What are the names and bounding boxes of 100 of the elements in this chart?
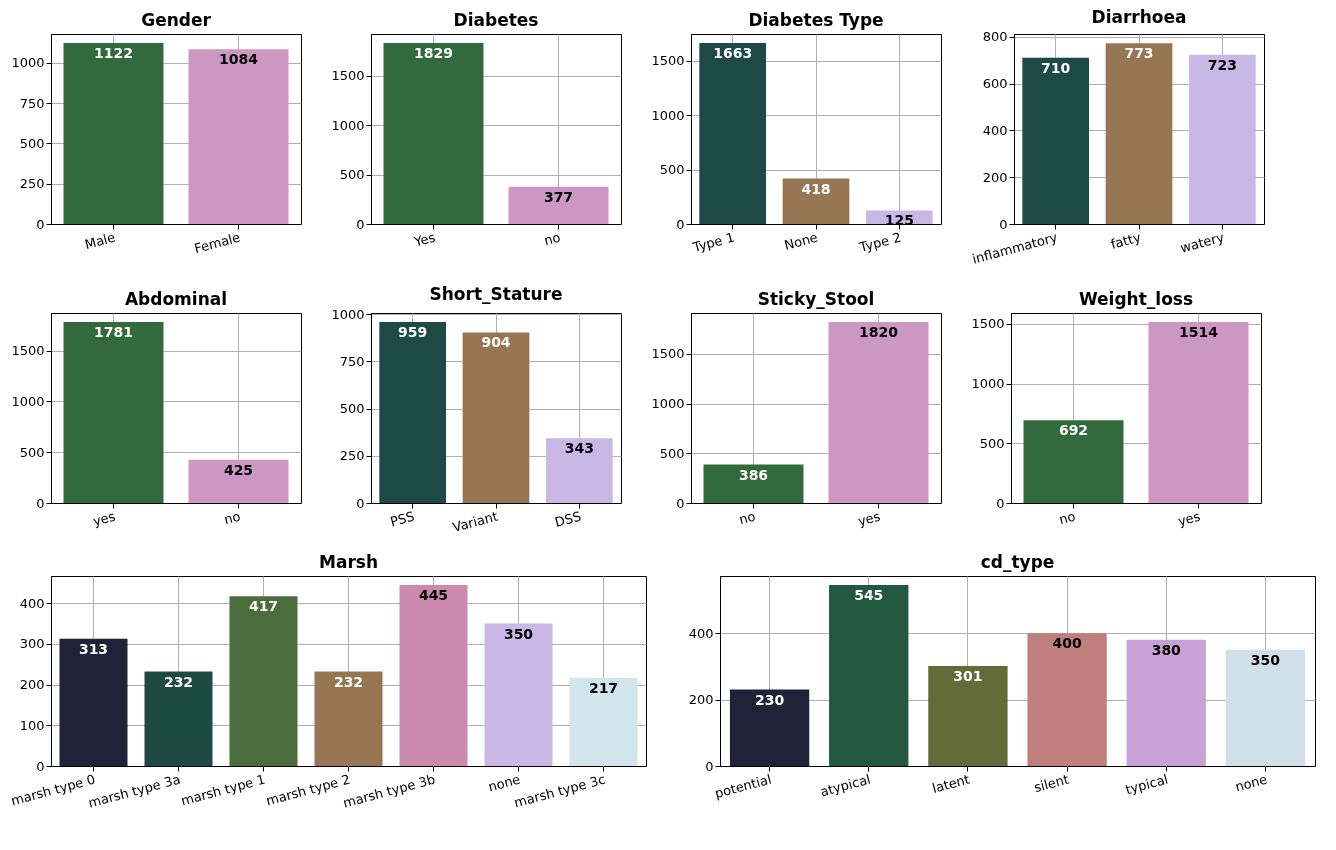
y-tick-label: 1000 — [331, 117, 365, 133]
data-label: 350 — [1250, 651, 1281, 668]
y-tick-label: 300 — [19, 636, 45, 652]
bar — [1126, 639, 1206, 766]
data-label: 1829 — [414, 45, 453, 62]
x-tick-label: Type 2 — [857, 229, 903, 256]
bar — [546, 438, 613, 503]
y-tick-label: 200 — [19, 677, 45, 693]
x-tick-label: none — [486, 771, 522, 795]
x-tick-label: yes — [91, 508, 118, 529]
y-tick-label: 750 — [19, 95, 45, 111]
x-tick-label: atypical — [818, 771, 873, 800]
chart-title: Abdominal — [124, 289, 228, 309]
bar — [314, 671, 383, 766]
data-label: 313 — [78, 640, 109, 657]
y-tick-label: 0 — [356, 495, 365, 511]
x-tick-label: no — [1057, 508, 1077, 528]
chart-title: Diarrhoea — [1091, 6, 1187, 27]
data-label: 1820 — [859, 324, 899, 341]
chart-title: Weight_loss — [1078, 289, 1194, 309]
y-tick-label: 1000 — [651, 107, 685, 123]
y-tick-label: 400 — [19, 595, 45, 611]
y-tick-label: 0 — [36, 216, 45, 232]
y-tick-label: 1500 — [971, 316, 1005, 332]
data-label: 710 — [1041, 59, 1071, 76]
y-tick-label: 0 — [676, 216, 685, 232]
x-tick-label: typical — [1123, 771, 1170, 798]
bar — [59, 638, 128, 766]
y-tick-label: 500 — [19, 444, 45, 460]
x-tick-label: fatty — [1109, 229, 1143, 252]
data-label: 959 — [398, 324, 428, 341]
x-tick-label: Yes — [411, 229, 438, 250]
y-tick-label: 1000 — [331, 306, 365, 322]
y-tick-label: 0 — [705, 758, 714, 774]
y-tick-label: 400 — [982, 122, 1008, 138]
x-tick-label: None — [782, 229, 820, 253]
bar — [729, 689, 810, 766]
y-tick-label: 0 — [36, 495, 45, 511]
bar — [229, 596, 298, 766]
x-tick-label: no — [737, 508, 757, 528]
x-tick-label: marsh type 1 — [179, 771, 267, 809]
x-tick-label: Female — [192, 229, 242, 257]
y-tick-label: 500 — [979, 435, 1005, 451]
x-tick-label: silent — [1032, 771, 1071, 796]
bar — [484, 623, 553, 766]
bar — [928, 666, 1008, 766]
x-tick-label: yes — [1176, 508, 1203, 529]
bar — [379, 322, 446, 503]
y-tick-label: 400 — [688, 625, 714, 641]
y-tick-label: 0 — [36, 758, 45, 774]
chart-title: Marsh — [319, 552, 378, 572]
y-tick-label: 1000 — [11, 55, 45, 71]
y-tick-label: 250 — [19, 176, 45, 192]
y-tick-label: 1500 — [651, 53, 685, 69]
y-tick-label: 800 — [982, 29, 1008, 45]
data-label: 723 — [1207, 56, 1237, 73]
y-tick-label: 500 — [339, 167, 365, 183]
x-tick-label: Variant — [450, 508, 500, 535]
data-label: 418 — [801, 180, 831, 197]
data-label: 400 — [1052, 635, 1082, 652]
y-tick-label: 0 — [996, 495, 1005, 511]
bar — [144, 671, 213, 766]
bar — [569, 677, 638, 766]
bar — [1225, 649, 1306, 766]
data-label: 904 — [481, 334, 511, 351]
data-label: 386 — [738, 466, 769, 483]
data-label: 377 — [543, 188, 574, 205]
y-tick-label: 200 — [982, 169, 1008, 185]
data-label: 417 — [248, 598, 279, 615]
data-label: 773 — [1124, 45, 1154, 62]
x-tick-label: none — [1233, 771, 1269, 795]
y-tick-label: 1500 — [331, 68, 365, 84]
chart-title: Diabetes — [453, 10, 539, 30]
chart-title: cd_type — [980, 552, 1055, 572]
data-label: 692 — [1058, 422, 1089, 439]
data-label: 1122 — [94, 45, 133, 62]
x-tick-label: no — [222, 508, 242, 528]
data-label: 230 — [754, 691, 785, 708]
y-tick-label: 1500 — [651, 346, 685, 362]
data-label: 232 — [333, 673, 364, 690]
data-label: 232 — [163, 673, 194, 690]
data-label: 545 — [854, 586, 884, 603]
data-label: 1781 — [94, 324, 133, 341]
y-tick-label: 1000 — [971, 376, 1005, 391]
x-tick-label: Male — [83, 229, 117, 253]
y-tick-label: 0 — [356, 216, 365, 232]
chart-title: Diabetes Type — [748, 10, 884, 30]
x-tick-label: Type 1 — [690, 229, 737, 256]
data-label: 350 — [503, 625, 534, 642]
y-tick-label: 750 — [339, 353, 365, 369]
data-label: 343 — [564, 440, 594, 457]
y-tick-label: 250 — [339, 448, 365, 464]
bar — [1027, 633, 1107, 766]
data-label: 1514 — [1179, 324, 1219, 341]
y-tick-label: 200 — [688, 692, 714, 708]
chart-title: Gender — [141, 10, 212, 30]
chart-title: Sticky_Stool — [757, 289, 875, 309]
x-tick-label: PSS — [388, 508, 417, 530]
y-tick-label: 500 — [659, 445, 685, 461]
data-label: 301 — [953, 668, 983, 685]
